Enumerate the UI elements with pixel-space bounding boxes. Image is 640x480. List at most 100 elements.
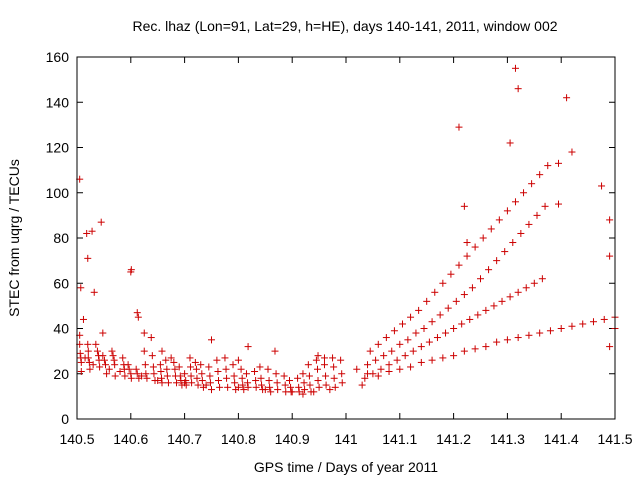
data-point [313, 365, 321, 373]
data-point [412, 329, 420, 337]
data-point [536, 171, 544, 179]
data-point [460, 202, 468, 210]
data-point [299, 390, 307, 398]
data-point [322, 381, 330, 389]
data-point [503, 207, 511, 215]
data-point [425, 338, 433, 346]
data-point [366, 347, 374, 355]
data-point [361, 374, 369, 382]
data-point [132, 365, 140, 373]
data-point [385, 361, 393, 369]
data-point [493, 338, 501, 346]
data-point [134, 313, 142, 321]
data-point [287, 383, 295, 391]
data-point [148, 352, 156, 360]
data-point [606, 252, 614, 260]
x-tick-label: 140.6 [113, 431, 148, 447]
data-point [257, 374, 265, 382]
data-point [242, 370, 250, 378]
data-point [229, 361, 237, 369]
data-point [274, 386, 282, 394]
data-point [156, 361, 164, 369]
data-point [261, 386, 269, 394]
data-point [295, 383, 303, 391]
data-point [230, 372, 238, 380]
data-point [482, 306, 490, 314]
data-point [398, 320, 406, 328]
data-point [265, 377, 273, 385]
data-point [163, 365, 171, 373]
x-tick-label: 141.2 [436, 431, 471, 447]
data-point [420, 325, 428, 332]
data-point [198, 377, 206, 385]
data-point [541, 202, 549, 210]
data-point [428, 356, 436, 364]
data-point [127, 266, 135, 274]
data-point [388, 347, 396, 355]
data-point [431, 288, 439, 296]
data-point [154, 377, 162, 385]
data-point [450, 325, 458, 332]
data-point [84, 340, 92, 348]
data-point [482, 343, 490, 351]
data-point [514, 334, 522, 342]
x-tick-label: 140.8 [221, 431, 256, 447]
data-point [396, 340, 404, 348]
x-axis-ticks: 140.5 140.6 140.7 140.8 140.9 141 141.1 141.2 14… [59, 57, 633, 447]
x-axis-label: GPS time / Days of year 2011 [254, 459, 438, 475]
data-point [138, 372, 146, 380]
data-point [187, 363, 195, 371]
data-point [197, 361, 205, 369]
data-point [252, 383, 260, 391]
data-point [404, 336, 412, 344]
data-point [116, 367, 124, 375]
data-point [127, 370, 135, 378]
data-point [380, 352, 388, 360]
y-tick-label: 100 [46, 185, 70, 201]
data-point [466, 315, 474, 323]
data-point [238, 374, 246, 382]
data-point [598, 182, 606, 190]
data-point [213, 356, 221, 364]
data-point [455, 261, 463, 269]
data-point [170, 358, 178, 366]
data-point [256, 363, 264, 371]
data-point [452, 297, 460, 305]
data-point [140, 347, 148, 355]
data-point [231, 379, 239, 387]
data-point [214, 377, 222, 385]
data-point [281, 381, 289, 389]
data-point [244, 343, 252, 351]
data-point [186, 354, 194, 362]
data-point [447, 270, 455, 278]
data-point [125, 365, 133, 373]
data-point [149, 363, 157, 371]
data-point [525, 331, 533, 339]
data-point [382, 334, 390, 342]
data-point [589, 318, 597, 326]
data-point [374, 372, 382, 380]
data-point [264, 365, 272, 373]
data-point [96, 363, 104, 371]
data-point [407, 363, 415, 371]
data-point [187, 372, 195, 380]
data-point [188, 379, 196, 387]
data-point [600, 315, 608, 323]
data-point [100, 356, 108, 364]
data-point [320, 361, 328, 369]
data-point [237, 365, 245, 373]
data-point [77, 284, 85, 292]
data-point [108, 347, 116, 355]
data-point [314, 377, 322, 385]
data-point [192, 365, 200, 373]
data-point [181, 370, 189, 378]
data-point [301, 386, 309, 394]
data-point [460, 291, 468, 299]
data-point [205, 363, 213, 371]
data-point [171, 365, 179, 373]
data-point [258, 381, 266, 389]
data-point [88, 227, 96, 235]
data-point [158, 379, 166, 387]
data-point [463, 252, 471, 260]
data-point [202, 381, 210, 389]
